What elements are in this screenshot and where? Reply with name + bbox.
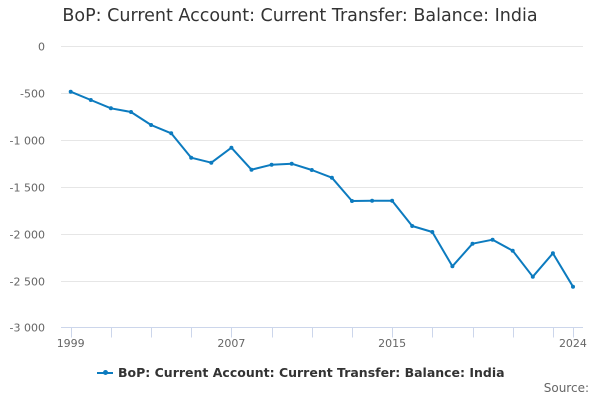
data-point[interactable] [510, 248, 515, 253]
series-line[interactable] [69, 90, 574, 288]
data-point[interactable] [550, 251, 555, 256]
x-tick-label: 2015 [378, 337, 406, 350]
data-point[interactable] [229, 145, 234, 150]
source-label: Source: [543, 381, 589, 395]
y-tick-label: -2 000 [10, 229, 45, 242]
data-point[interactable] [309, 168, 314, 172]
data-point[interactable] [470, 241, 475, 246]
data-point[interactable] [350, 199, 354, 203]
data-point[interactable] [370, 198, 375, 203]
y-tick-label: -1 000 [10, 135, 45, 148]
gridlines [61, 46, 583, 282]
data-point[interactable] [249, 167, 254, 172]
data-point[interactable] [490, 237, 495, 242]
data-point[interactable] [189, 155, 194, 160]
data-point[interactable] [390, 198, 395, 203]
data-point[interactable] [169, 131, 174, 136]
data-point[interactable] [530, 274, 535, 279]
data-point[interactable] [108, 106, 113, 111]
x-tick-label: 1999 [57, 337, 85, 350]
data-point[interactable] [410, 224, 415, 228]
data-point[interactable] [209, 160, 214, 165]
x-axis: 1999 2007 2015 2024 [57, 327, 587, 350]
y-tick-label: -2 500 [10, 276, 45, 289]
y-tick-label: -3 000 [10, 322, 45, 335]
legend-item[interactable]: BoP: Current Account: Current Transfer: … [97, 365, 505, 380]
x-tick-label: 2024 [559, 337, 587, 350]
data-point[interactable] [149, 123, 154, 127]
data-point[interactable] [68, 89, 73, 94]
data-point[interactable] [450, 264, 455, 269]
x-tick-label: 2007 [217, 337, 245, 350]
y-axis-labels: 0 -500 -1 000 -1 500 -2 000 -2 500 -3 000 [10, 41, 45, 335]
data-point[interactable] [88, 98, 93, 102]
y-tick-label: -1 500 [10, 182, 45, 195]
legend-label: BoP: Current Account: Current Transfer: … [118, 365, 505, 380]
data-point[interactable] [329, 175, 334, 180]
data-point[interactable] [129, 110, 133, 114]
data-point[interactable] [289, 161, 294, 166]
data-series[interactable] [68, 89, 575, 289]
data-point[interactable] [430, 230, 435, 234]
data-point[interactable] [269, 162, 274, 167]
legend-line-icon [97, 368, 113, 378]
y-tick-label: -500 [20, 88, 45, 101]
data-point[interactable] [571, 284, 575, 289]
chart-title: BoP: Current Account: Current Transfer: … [62, 6, 538, 26]
y-tick-label: 0 [38, 41, 45, 54]
